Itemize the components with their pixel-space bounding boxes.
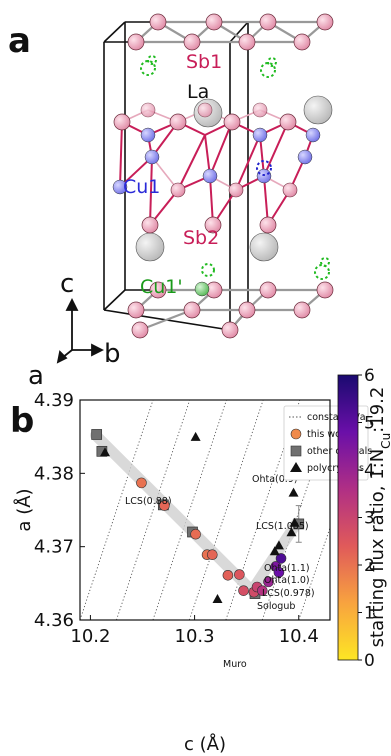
ann-ohta10: Ohta(1.0)	[264, 575, 310, 586]
this-work-point-4	[206, 549, 218, 561]
y-tick-label-3: 4.39	[34, 390, 74, 411]
sb1-label: Sb1	[186, 51, 222, 73]
ca-line-0	[80, 400, 154, 620]
y-tick-label-1: 4.37	[34, 537, 74, 558]
this-work-point-11	[263, 576, 274, 588]
ann-ohta09: Ohta(0.9)	[252, 474, 298, 485]
other-crystal-point-0	[91, 429, 103, 440]
polycrystal-point-7	[212, 593, 223, 603]
this-work-point-13	[273, 567, 285, 578]
polycrystal-point-4	[286, 527, 297, 537]
colorbar	[337, 374, 359, 661]
panel-a-letter: a	[8, 21, 31, 61]
legend: constant c/a this work other crystals po…	[283, 405, 372, 481]
colorbar-tick-label-0: 0	[364, 651, 375, 671]
constant-ca-lines	[80, 400, 330, 620]
ann-muro: Muro	[223, 659, 247, 670]
x-axis-title: c (Å)	[184, 733, 226, 755]
cu-atoms	[112, 127, 321, 297]
colorbar-title-suffix: :19.2	[367, 387, 388, 433]
polycrystals-series	[100, 431, 300, 603]
cu1-prime-label: Cu1'	[140, 276, 183, 298]
panel-a-crystal-structure: a	[8, 13, 334, 391]
ann-lcs088: LCS(0.88)	[125, 496, 172, 507]
ca-line-3	[188, 400, 264, 620]
polycrystal-point-2	[288, 487, 299, 497]
axes-triad	[56, 297, 105, 364]
point-annotations: Ohta(0.9) LCS(0.88) LCS(1.085) Ohta(1.1)…	[125, 474, 315, 670]
this-work-point-14	[275, 553, 287, 564]
ca-line-4	[225, 400, 301, 620]
polycrystal-point-3	[289, 517, 300, 527]
this-work-point-1	[159, 500, 170, 511]
this-work-point-2	[190, 528, 201, 540]
legend-triangle-icon	[290, 462, 302, 472]
colorbar-title: starting flux ratio, 1:NCu:19.2	[367, 387, 391, 648]
axis-ticks: 10.2 10.3 10.4 4.36 4.37 4.38 4.39	[34, 390, 319, 647]
y-axis-title: a (Å)	[13, 488, 35, 531]
plot-frame	[79, 399, 331, 621]
polycrystal-point-6	[269, 546, 280, 556]
colorbar-tick-label-5: 5	[364, 414, 375, 434]
colorbar-ticks: 0 1 2 3 4 5 6	[358, 366, 375, 671]
colorbar-tick-label-3: 3	[364, 509, 375, 529]
cu1-label: Cu1	[123, 176, 160, 198]
legend-circle-icon	[290, 428, 302, 440]
polycrystal-point-0	[190, 431, 201, 441]
panel-b-letter: b	[10, 401, 34, 441]
polycrystal-point-5	[273, 540, 284, 550]
cu-vacancy-markers	[140, 55, 330, 280]
colorbar-title-main: starting flux ratio, 1:N	[367, 449, 388, 648]
legend-this-work: this work	[307, 429, 351, 440]
ca-line-5	[261, 418, 330, 620]
ann-ohta11: Ohta(1.1)	[264, 563, 310, 574]
ann-lcs0978: LCS(0.978)	[262, 588, 315, 599]
this-work-point-5	[222, 569, 234, 581]
panel-b-lattice-plot: b	[10, 366, 391, 755]
x-tick-label-1: 10.3	[175, 626, 215, 647]
axis-a-label: a	[28, 361, 44, 391]
x-tick-label-0: 10.2	[70, 626, 110, 647]
axis-c-label: c	[60, 269, 74, 299]
legend-square-icon	[290, 445, 302, 457]
y-tick-label-0: 4.36	[34, 610, 74, 631]
sb2-label: Sb2	[183, 227, 219, 249]
ann-sologub: Sologub	[257, 601, 295, 612]
ca-line-2	[152, 400, 227, 620]
legend-polycrystals: polycrystals	[307, 463, 364, 474]
colorbar-tick-label-1: 1	[364, 604, 375, 624]
this-work-point-0	[136, 477, 147, 489]
colorbar-tick-label-4: 4	[364, 461, 375, 481]
ca-line-1	[116, 400, 191, 620]
la-label: La	[187, 81, 209, 103]
y-tick-label-2: 4.38	[34, 463, 74, 484]
polycrystal-point-1	[100, 447, 110, 457]
this-work-point-6	[234, 569, 245, 580]
this-work-point-7	[238, 585, 249, 596]
ann-lcs1085: LCS(1.085)	[256, 521, 309, 532]
this-work-point-10	[256, 585, 268, 596]
axis-b-label: b	[104, 339, 121, 369]
legend-constant-ca: constant c/a	[307, 412, 366, 423]
x-tick-label-2: 10.4	[279, 626, 319, 647]
colorbar-title-sub: Cu	[379, 433, 391, 449]
colorbar-tick-label-2: 2	[364, 556, 375, 576]
this-work-series	[136, 477, 287, 598]
colorbar-tick-label-6: 6	[364, 366, 375, 386]
